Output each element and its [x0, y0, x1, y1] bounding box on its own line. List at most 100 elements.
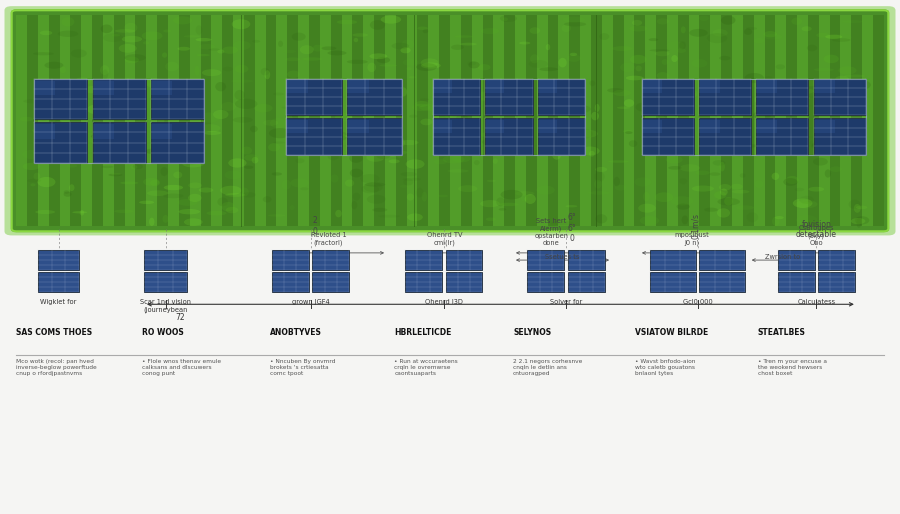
Bar: [38, 250, 79, 270]
Bar: [756, 81, 778, 94]
Bar: [482, 15, 493, 226]
Ellipse shape: [328, 153, 339, 160]
Ellipse shape: [805, 96, 810, 99]
Ellipse shape: [667, 41, 685, 50]
Bar: [650, 250, 696, 270]
Ellipse shape: [67, 164, 77, 168]
Ellipse shape: [765, 76, 772, 79]
Ellipse shape: [121, 181, 139, 185]
Ellipse shape: [431, 111, 446, 119]
Ellipse shape: [40, 31, 52, 35]
Ellipse shape: [682, 91, 697, 99]
Ellipse shape: [415, 101, 428, 107]
Ellipse shape: [270, 118, 286, 128]
Ellipse shape: [806, 45, 817, 51]
Ellipse shape: [674, 127, 688, 131]
Text: SAS COMS THOES: SAS COMS THOES: [16, 327, 93, 337]
Bar: [527, 272, 564, 292]
Ellipse shape: [64, 190, 69, 194]
Bar: [320, 15, 330, 226]
Bar: [699, 81, 720, 94]
Ellipse shape: [615, 185, 626, 191]
Bar: [38, 272, 79, 292]
Ellipse shape: [412, 104, 430, 111]
Ellipse shape: [78, 139, 85, 143]
Bar: [396, 15, 407, 226]
Ellipse shape: [842, 20, 864, 23]
Ellipse shape: [481, 28, 500, 34]
Bar: [287, 15, 298, 226]
Ellipse shape: [666, 90, 687, 98]
Ellipse shape: [500, 125, 517, 131]
Ellipse shape: [295, 158, 304, 163]
Bar: [504, 15, 515, 226]
Ellipse shape: [342, 113, 364, 116]
Text: Sets hert
Alerm)
opstarben
done: Sets hert Alerm) opstarben done: [535, 218, 568, 246]
Ellipse shape: [536, 186, 554, 195]
Ellipse shape: [199, 124, 220, 132]
Ellipse shape: [655, 192, 673, 202]
Ellipse shape: [786, 176, 799, 184]
Ellipse shape: [278, 41, 283, 47]
Bar: [244, 15, 255, 226]
Text: Mco wotk (recol: pan hved
inverse-beglow powerftude
cnup o rfordjpastnvms: Mco wotk (recol: pan hved inverse-beglow…: [16, 359, 97, 376]
Ellipse shape: [27, 179, 41, 182]
Ellipse shape: [421, 63, 441, 69]
Ellipse shape: [83, 86, 104, 93]
Ellipse shape: [366, 153, 384, 162]
Text: Revloted 1
(fractorl): Revloted 1 (fractorl): [310, 232, 346, 246]
Bar: [93, 79, 146, 119]
Ellipse shape: [830, 34, 851, 41]
Ellipse shape: [519, 42, 530, 45]
Ellipse shape: [55, 150, 73, 152]
Ellipse shape: [657, 19, 669, 25]
Ellipse shape: [719, 162, 724, 172]
Ellipse shape: [467, 83, 477, 93]
Ellipse shape: [480, 200, 500, 207]
Ellipse shape: [854, 204, 860, 213]
Ellipse shape: [423, 29, 428, 33]
Ellipse shape: [178, 209, 200, 214]
Bar: [814, 120, 834, 133]
Ellipse shape: [160, 167, 168, 176]
Ellipse shape: [356, 105, 373, 111]
Ellipse shape: [235, 99, 257, 109]
Text: • Nncuben By onvmrd
brokets 's crtiesatta
comc tpoot: • Nncuben By onvmrd brokets 's crtiesatt…: [270, 359, 336, 376]
Ellipse shape: [823, 85, 830, 95]
Text: Calculatess: Calculatess: [797, 299, 835, 305]
Bar: [485, 120, 504, 133]
Ellipse shape: [590, 80, 595, 86]
Ellipse shape: [354, 38, 358, 42]
Bar: [814, 81, 834, 94]
Bar: [461, 15, 472, 226]
Ellipse shape: [407, 67, 411, 70]
Ellipse shape: [692, 186, 714, 192]
Ellipse shape: [282, 106, 298, 109]
Ellipse shape: [629, 140, 637, 147]
Ellipse shape: [747, 212, 758, 222]
Ellipse shape: [146, 149, 160, 154]
Bar: [286, 79, 342, 116]
Ellipse shape: [261, 68, 269, 76]
Ellipse shape: [452, 155, 471, 162]
Ellipse shape: [40, 137, 60, 145]
Bar: [650, 272, 696, 292]
Ellipse shape: [503, 17, 508, 21]
Ellipse shape: [591, 112, 599, 120]
Ellipse shape: [124, 23, 138, 33]
Ellipse shape: [824, 54, 839, 63]
Ellipse shape: [432, 108, 454, 118]
Bar: [642, 118, 694, 155]
Ellipse shape: [420, 59, 438, 67]
Ellipse shape: [440, 123, 445, 132]
Bar: [93, 122, 146, 163]
Bar: [330, 15, 342, 226]
Ellipse shape: [418, 27, 428, 30]
Ellipse shape: [58, 31, 78, 37]
Text: 0.1m/s: 0.1m/s: [691, 213, 700, 239]
Bar: [764, 15, 776, 226]
Ellipse shape: [796, 215, 817, 225]
Bar: [286, 79, 402, 155]
Ellipse shape: [500, 15, 517, 22]
Ellipse shape: [124, 54, 146, 61]
